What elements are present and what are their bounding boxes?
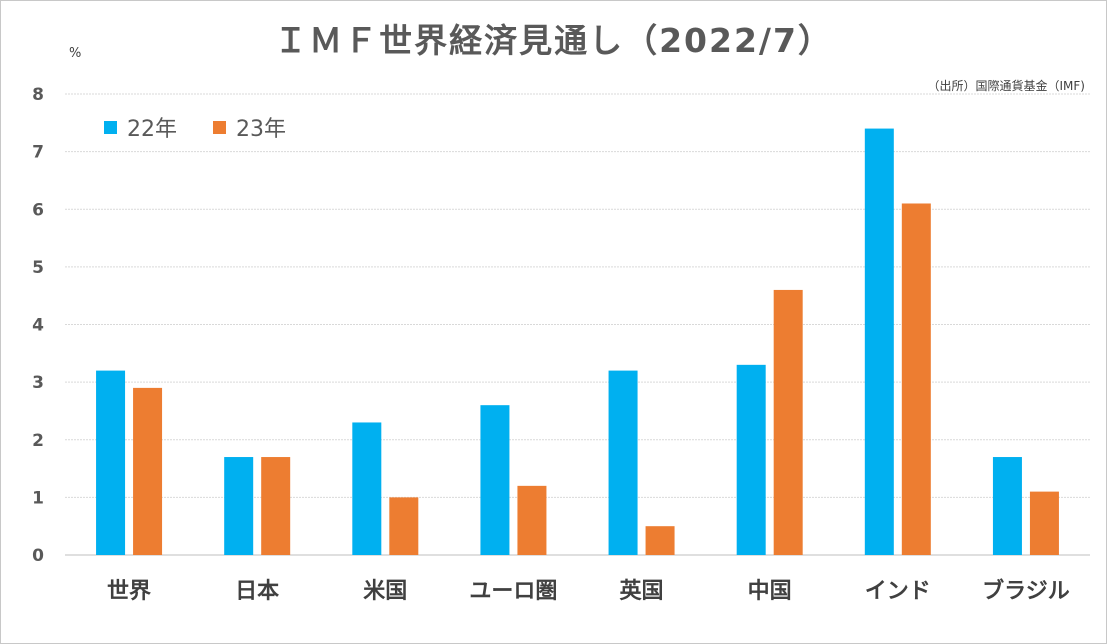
bar-23 <box>773 289 803 555</box>
x-tick-label: 日本 <box>235 579 279 604</box>
bar-22 <box>608 370 638 555</box>
x-tick-label: 中国 <box>748 579 792 604</box>
bar-23 <box>645 526 675 555</box>
bar-23 <box>261 457 291 555</box>
legend-item-22: 22年 <box>104 111 177 143</box>
x-tick-label: 世界 <box>107 579 151 604</box>
bar-23 <box>1029 491 1059 555</box>
bar-22 <box>352 422 382 555</box>
y-tick-label: 0 <box>32 546 44 566</box>
legend-label-23: 23年 <box>236 117 286 142</box>
bar-22 <box>480 405 510 555</box>
y-tick-label: 2 <box>32 431 44 451</box>
y-tick-label: 4 <box>32 316 44 336</box>
y-tick-label: 8 <box>32 85 44 105</box>
y-tick-label: 6 <box>32 200 44 220</box>
y-tick-label: 5 <box>32 258 44 278</box>
legend-swatch-22 <box>104 120 117 134</box>
bar-22 <box>224 457 254 555</box>
y-tick-label: 7 <box>32 143 44 163</box>
source-note: （出所）国際通貨基金（IMF) <box>927 79 1085 93</box>
bar-22 <box>864 128 894 555</box>
bar-22 <box>992 457 1022 555</box>
legend: 22年 23年 <box>104 111 286 143</box>
bar-23 <box>133 387 163 555</box>
bar-22 <box>736 364 766 555</box>
legend-item-23: 23年 <box>213 111 286 143</box>
bar-23 <box>389 497 419 555</box>
x-tick-label: 英国 <box>620 579 664 604</box>
x-tick-label: 米国 <box>363 579 407 604</box>
x-tick-label: ブラジル <box>982 578 1070 604</box>
y-unit-label: % <box>69 46 82 61</box>
bar-23 <box>517 485 547 555</box>
legend-label-22: 22年 <box>127 117 177 142</box>
legend-swatch-23 <box>213 120 226 134</box>
bar-23 <box>901 203 931 556</box>
bar-22 <box>96 370 126 555</box>
y-tick-label: 3 <box>32 373 44 393</box>
chart-title: ＩＭＦ世界経済見通し（2022/7） <box>274 21 833 60</box>
y-tick-label: 1 <box>32 488 44 508</box>
x-tick-label: インド <box>865 579 931 604</box>
x-tick-label: ユーロ圏 <box>469 579 557 604</box>
